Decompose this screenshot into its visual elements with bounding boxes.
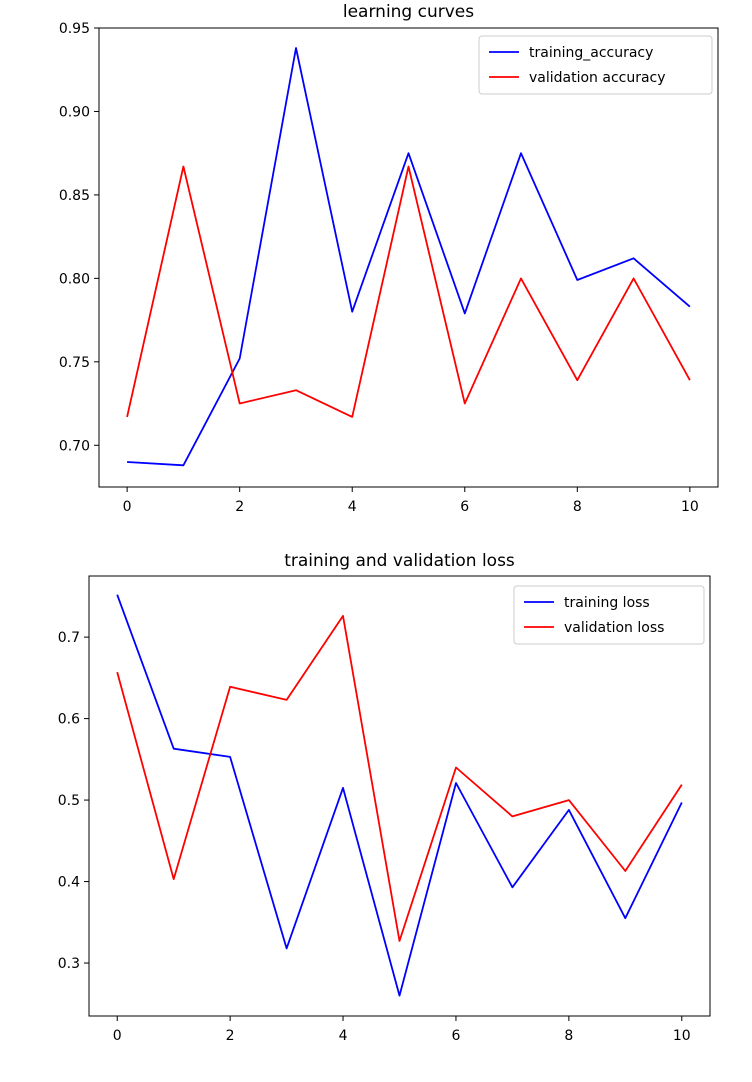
legend: training_accuracy validation accuracy xyxy=(478,35,713,95)
y-tick-label: 0.85 xyxy=(59,188,90,204)
x-tick-label: 2 xyxy=(235,499,244,515)
x-tick-label: 4 xyxy=(348,499,357,515)
y-tick-label: 0.4 xyxy=(58,875,80,891)
legend-box xyxy=(513,585,705,645)
legend-label: training_accuracy xyxy=(529,45,653,61)
x-tick-label: 8 xyxy=(573,499,582,515)
series-line-2 xyxy=(116,615,683,942)
x-tick-label: 10 xyxy=(673,1028,691,1044)
y-tick-label: 0.6 xyxy=(58,712,80,728)
legend-box xyxy=(478,35,713,95)
plot-frame xyxy=(98,27,719,488)
y-tick-label: 0.3 xyxy=(58,956,80,972)
x-tick-label: 6 xyxy=(460,499,469,515)
y-tick-label: 0.80 xyxy=(59,271,90,287)
series-line-1 xyxy=(127,47,691,467)
plot-frame xyxy=(88,575,711,1017)
legend: training loss validation loss xyxy=(513,585,705,645)
y-tick-label: 0.75 xyxy=(59,355,90,371)
y-tick-label: 0.70 xyxy=(59,438,90,454)
y-tick-label: 0.5 xyxy=(58,793,80,809)
chart-2: training and validation loss 0 2 4 6 8 10 0.3 0.… xyxy=(58,551,711,1044)
x-tick-label: 0 xyxy=(113,1028,122,1044)
y-tick-label: 0.90 xyxy=(59,104,90,120)
x-tick-label: 0 xyxy=(123,499,132,515)
y-tick-label: 0.95 xyxy=(59,21,90,37)
x-tick-label: 2 xyxy=(226,1028,235,1044)
x-tick-label: 4 xyxy=(339,1028,348,1044)
series-line-2 xyxy=(126,165,691,418)
series-line-1 xyxy=(116,594,683,997)
x-tick-label: 10 xyxy=(681,499,699,515)
chart-title: learning curves xyxy=(343,2,474,22)
y-tick-label: 0.7 xyxy=(58,630,80,646)
x-tick-label: 8 xyxy=(564,1028,573,1044)
legend-label: validation loss xyxy=(564,620,664,636)
x-tick-label: 6 xyxy=(451,1028,460,1044)
legend-label: validation accuracy xyxy=(529,70,666,86)
chart-1: learning curves 0 2 4 6 8 10 0.70 0.75 0.80 0.85 0.… xyxy=(59,2,719,515)
legend-label: training loss xyxy=(564,595,650,611)
chart-title: training and validation loss xyxy=(284,551,515,571)
